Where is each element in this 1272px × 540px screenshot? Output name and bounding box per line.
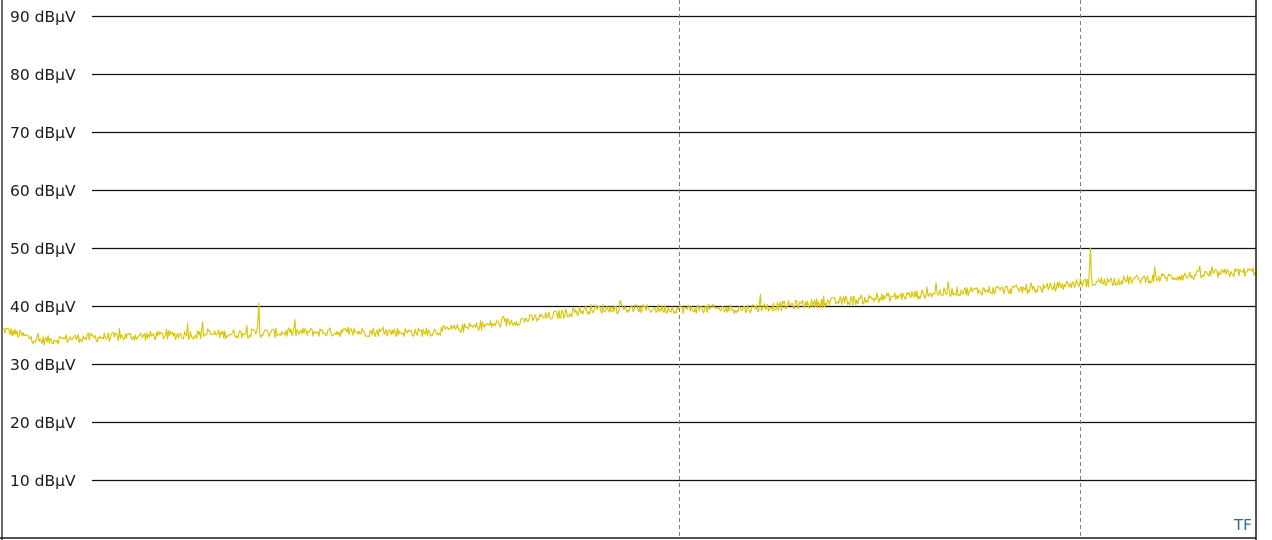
corner-label: TF [1233, 516, 1252, 534]
y-tick-label: 70 dBµV [10, 124, 76, 142]
y-tick-label: 40 dBµV [10, 298, 76, 316]
y-tick-label: 20 dBµV [10, 414, 76, 432]
y-tick-label: 10 dBµV [10, 472, 76, 490]
y-tick-label: 90 dBµV [10, 8, 76, 26]
y-tick-label: 80 dBµV [10, 66, 76, 84]
y-tick-label: 30 dBµV [10, 356, 76, 374]
y-tick-label: 60 dBµV [10, 182, 76, 200]
y-tick-label: 50 dBµV [10, 240, 76, 258]
